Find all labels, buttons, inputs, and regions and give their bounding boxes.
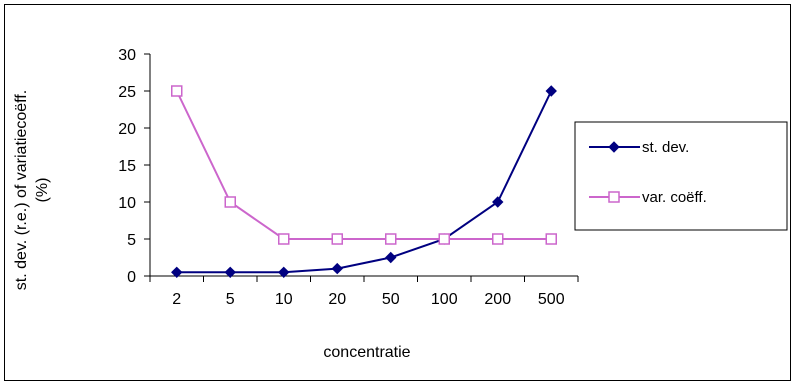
- x-tick-label: 2: [172, 291, 181, 308]
- data-point-st-dev: [545, 85, 557, 97]
- y-tick-label: 0: [127, 269, 136, 286]
- y-tick-label: 10: [118, 195, 136, 212]
- data-point-var-coeff: [278, 233, 290, 245]
- series-group: [171, 85, 557, 279]
- legend-marker-var-coeff: [608, 191, 620, 203]
- legend-label-var-coeff: var. coëff.: [642, 189, 707, 206]
- y-tick-label: 30: [118, 47, 136, 64]
- data-point-var-coeff: [492, 233, 504, 245]
- data-point-st-dev: [171, 266, 183, 279]
- y-tick-labels: 0 5 10 15 20 25 30: [118, 47, 136, 286]
- x-tick-label: 20: [328, 291, 346, 308]
- data-point-var-coeff: [545, 233, 557, 245]
- y-axis-label-line1: st. dev. (r.e.) of variatiecoëff.: [13, 90, 30, 290]
- data-point-var-coeff: [438, 233, 450, 245]
- x-tick-label: 5: [226, 291, 235, 308]
- x-tick-label: 50: [382, 291, 400, 308]
- data-point-var-coeff: [385, 233, 397, 245]
- legend: st. dev. var. coëff.: [574, 121, 788, 231]
- series-line-var-coeff: [175, 90, 552, 240]
- y-axis-label: st. dev. (r.e.) of variatiecoëff. (%): [13, 90, 51, 290]
- x-tick-label: 10: [275, 291, 293, 308]
- legend-marker-st-dev: [608, 141, 620, 153]
- y-tick-label: 25: [118, 84, 136, 101]
- data-point-st-dev: [385, 251, 397, 264]
- x-axis-label: concentratie: [323, 344, 410, 361]
- axes: [144, 53, 579, 282]
- x-tick-label: 500: [538, 291, 565, 308]
- data-point-var-coeff: [224, 196, 236, 208]
- y-tick-label: 5: [127, 232, 136, 249]
- series-var-coeff: [171, 85, 557, 245]
- data-point-var-coeff: [331, 233, 343, 245]
- legend-label-st-dev: st. dev.: [642, 139, 689, 156]
- x-tick-labels: 2 5 10 20 50 100 200 500: [172, 291, 564, 308]
- data-point-var-coeff: [171, 85, 183, 97]
- y-tick-label: 20: [118, 121, 136, 138]
- series-st-dev: [171, 85, 557, 279]
- data-point-st-dev: [224, 266, 236, 279]
- y-axis-label-line2: (%): [34, 178, 51, 203]
- data-point-st-dev: [331, 262, 343, 275]
- data-point-st-dev: [278, 266, 290, 279]
- data-point-st-dev: [492, 196, 504, 208]
- x-tick-label: 100: [431, 291, 458, 308]
- x-tick-label: 200: [484, 291, 511, 308]
- y-tick-label: 15: [118, 158, 136, 175]
- series-line-st-dev: [176, 90, 553, 274]
- legend-box: [574, 121, 788, 231]
